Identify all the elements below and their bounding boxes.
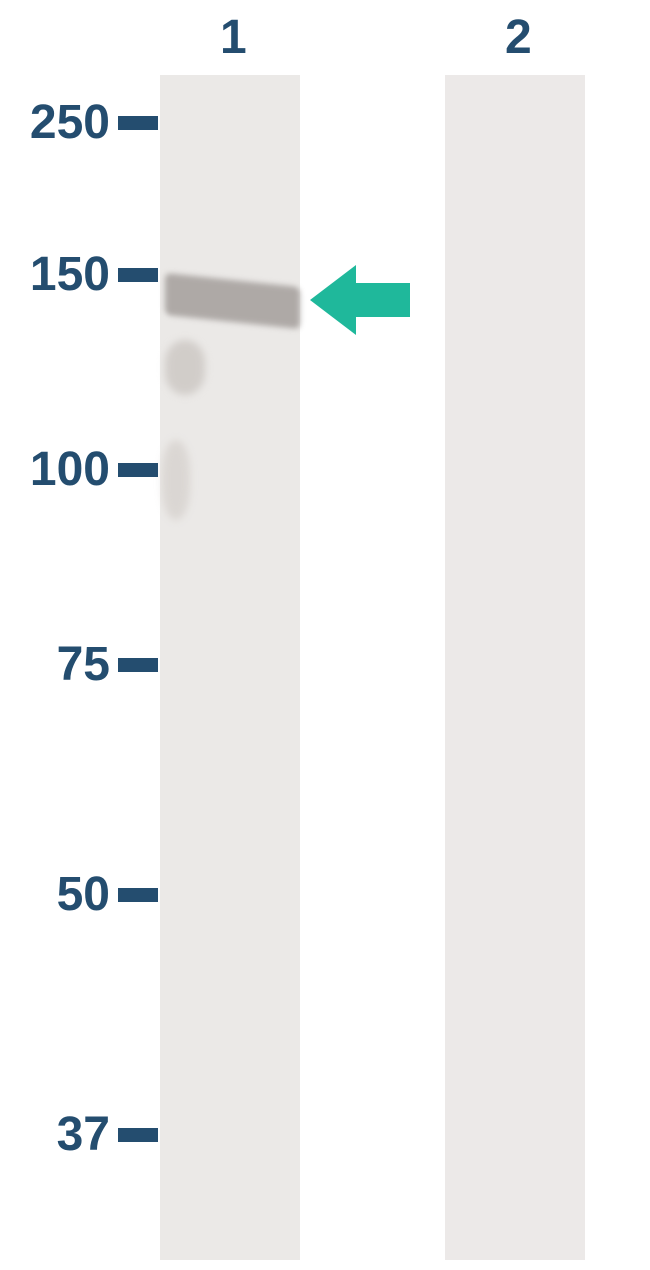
lane-2-header: 2 — [505, 10, 532, 65]
mw-label-100: 100 — [30, 442, 110, 497]
smudge — [162, 440, 190, 520]
blot-figure: 1 2 250 150 100 75 50 37 — [0, 0, 650, 1270]
mw-dash — [118, 463, 158, 477]
mw-dash — [118, 888, 158, 902]
mw-dash — [118, 116, 158, 130]
band-arrow — [310, 265, 410, 335]
mw-dash — [118, 268, 158, 282]
lane-1-strip — [160, 75, 300, 1260]
mw-label-75: 75 — [57, 637, 110, 692]
mw-dash — [118, 1128, 158, 1142]
lane-2-strip — [445, 75, 585, 1260]
mw-label-250: 250 — [30, 95, 110, 150]
mw-dash — [118, 658, 158, 672]
mw-label-37: 37 — [57, 1107, 110, 1162]
mw-label-150: 150 — [30, 247, 110, 302]
smudge — [165, 340, 205, 395]
lane-1-header: 1 — [220, 10, 247, 65]
mw-label-50: 50 — [57, 867, 110, 922]
